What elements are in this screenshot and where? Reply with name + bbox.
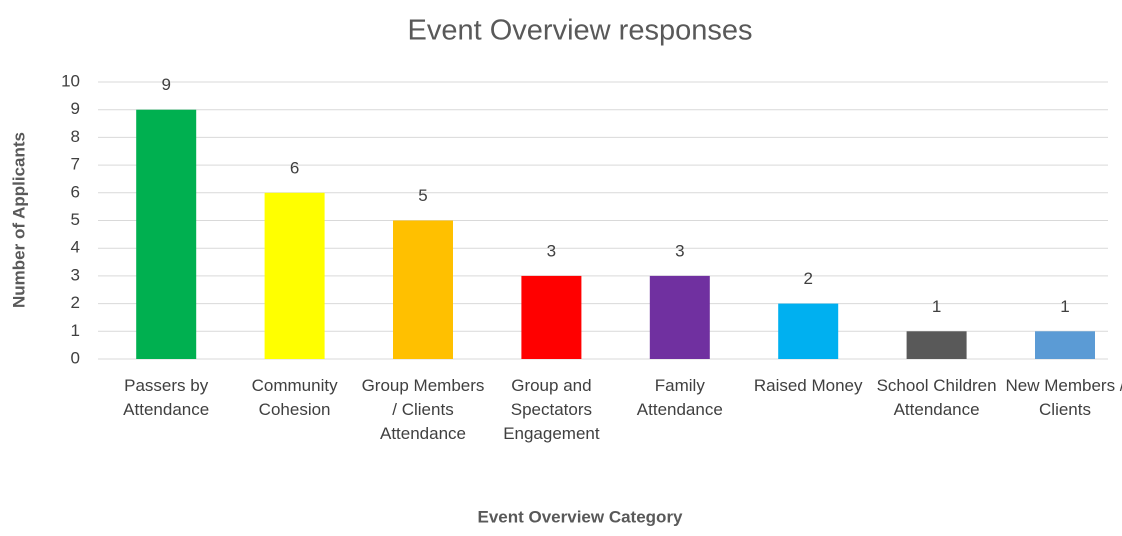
data-label: 9 (161, 75, 170, 94)
x-tick-label: Community Cohesion (251, 376, 338, 419)
x-tick-label: Family Attendance (636, 376, 723, 419)
y-tick-label: 7 (71, 155, 80, 174)
y-tick-label: 1 (71, 321, 80, 340)
y-tick-label: 5 (71, 210, 80, 229)
data-label: 6 (290, 158, 299, 177)
bar (906, 331, 967, 359)
data-label: 3 (547, 241, 556, 260)
y-tick-label: 9 (71, 99, 80, 118)
data-label: 2 (803, 269, 812, 288)
bar (1035, 331, 1095, 359)
data-label: 5 (418, 186, 427, 205)
y-tick-label: 8 (71, 127, 80, 146)
data-label: 1 (1060, 297, 1069, 316)
data-label: 1 (932, 297, 941, 316)
bar (649, 275, 710, 359)
y-tick-label: 3 (71, 265, 80, 284)
y-tick-label: 6 (71, 182, 80, 201)
y-tick-label: 4 (71, 238, 80, 257)
bar (264, 192, 325, 359)
x-tick-label: Passers by Attendance (123, 376, 210, 419)
y-tick-label: 10 (61, 71, 80, 90)
data-label: 3 (675, 241, 684, 260)
x-tick-label: New Members / Clients (1005, 376, 1122, 419)
x-tick-label: Group Members / Clients Attendance (361, 376, 485, 443)
bar (778, 303, 839, 359)
bar (521, 275, 582, 359)
x-tick-label: Group and Spectators Engagement (503, 376, 600, 443)
y-tick-label: 0 (71, 348, 80, 367)
x-axis-title: Event Overview Category (477, 507, 683, 526)
chart-title: Event Overview responses (408, 15, 753, 47)
x-tick-label: School Children Attendance (876, 376, 997, 419)
y-tick-label: 2 (71, 293, 80, 312)
bar (136, 109, 197, 359)
x-tick-label: Raised Money (753, 376, 863, 395)
y-axis-title: Number of Applicants (9, 132, 28, 308)
bar (393, 220, 453, 359)
